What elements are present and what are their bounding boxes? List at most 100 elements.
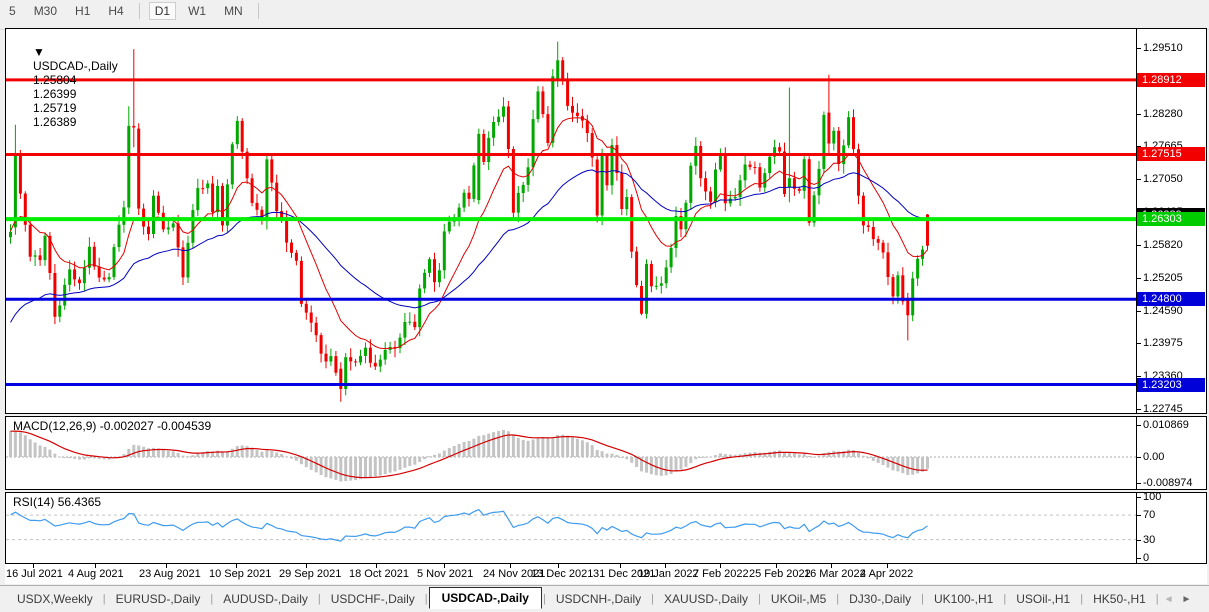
rsi-axis-line	[1136, 493, 1137, 563]
tab-separator: |	[758, 593, 761, 605]
price-tick-mark	[1137, 146, 1141, 147]
date-label: 7 Feb 2022	[693, 568, 749, 580]
rsi-pane[interactable]: RSI(14) 56.4365 100 70 30 0	[5, 491, 1207, 564]
chart-tab-hk50-h1[interactable]: HK50-,H1	[1093, 592, 1146, 606]
tab-separator: |	[1080, 593, 1084, 605]
timeframe-toolbar: 5 M30 H1 H4 D1 W1 MN	[0, 0, 1209, 30]
date-tick-mark	[33, 564, 34, 568]
date-tick-mark	[236, 564, 237, 568]
tab-separator: |	[424, 593, 428, 605]
timeframe-button-h4[interactable]: H4	[108, 4, 124, 18]
timeframe-button-5[interactable]: 5	[9, 4, 16, 18]
macd-tick-label: -0.008974	[1143, 477, 1193, 489]
date-label: 29 Sep 2021	[279, 568, 342, 580]
rsi-tick-mark	[1137, 515, 1141, 516]
timeframe-button-m30[interactable]: M30	[33, 4, 58, 18]
rsi-tick-label: 30	[1143, 534, 1156, 546]
chart-tab-xauusd-daily[interactable]: XAUUSD-,Daily	[664, 592, 749, 606]
price-badge-1.23203: 1.23203	[1137, 378, 1205, 392]
rsi-tick-mark	[1137, 497, 1141, 498]
date-label: 16 Mar 2022	[804, 568, 866, 580]
price-tick-label: 1.24590	[1143, 305, 1183, 317]
tab-separator: |	[317, 593, 321, 605]
date-tick-mark	[558, 564, 559, 568]
chart-title: ▼ USDCAD-,Daily 1.25804 1.26399 1.25719 …	[13, 31, 118, 143]
candlestick-chart[interactable]	[6, 29, 1136, 413]
ohlc-high: 1.26399	[33, 87, 77, 101]
date-tick-mark	[306, 564, 307, 568]
date-tick-mark	[166, 564, 167, 568]
macd-pane[interactable]: MACD(12,26,9) -0.002027 -0.004539 0.0108…	[5, 416, 1207, 490]
chart-tab-uk100-h1[interactable]: UK100-,H1	[933, 592, 994, 606]
price-tick-mark	[1137, 48, 1141, 49]
toolbar-separator	[257, 3, 259, 19]
date-label: 18 Oct 2021	[349, 568, 409, 580]
macd-axis-line	[1136, 417, 1137, 489]
price-tick-mark	[1137, 114, 1141, 115]
chart-tab-audusd-daily[interactable]: AUDUSD-,Daily	[223, 592, 308, 606]
timeframe-button-h1[interactable]: H1	[75, 4, 91, 18]
price-badge-1.28912: 1.28912	[1137, 73, 1205, 87]
macd-histogram	[9, 429, 929, 482]
rsi-tick-mark	[1137, 540, 1141, 541]
tab-separator: |	[836, 593, 840, 605]
chart-tab-dj30-daily[interactable]: DJ30-,Daily	[849, 592, 912, 606]
rsi-tick-label: 70	[1143, 509, 1156, 521]
tab-separator: |	[1003, 593, 1007, 605]
date-tick-mark	[620, 564, 621, 568]
timeframe-button-w1[interactable]: W1	[188, 4, 207, 18]
rsi-tick-mark	[1137, 558, 1141, 559]
price-tick-label: 1.23975	[1143, 337, 1183, 349]
price-badge-1.27515: 1.27515	[1137, 147, 1205, 161]
date-tick-mark	[887, 564, 888, 568]
macd-label: MACD(12,26,9) -0.002027 -0.004539	[13, 419, 212, 433]
date-label: 16 Jul 2021	[6, 568, 63, 580]
tab-separator: |	[102, 593, 106, 605]
timeframe-button-d1[interactable]: D1	[148, 2, 177, 20]
tab-separator: |	[921, 593, 924, 605]
price-tick-mark	[1137, 245, 1141, 246]
chart-tab-eurusd-daily[interactable]: EURUSD-,Daily	[115, 592, 201, 606]
date-tick-mark	[376, 564, 377, 568]
price-tick-label: 1.29510	[1143, 42, 1183, 54]
date-tick-mark	[665, 564, 666, 568]
symbol-title: USDCAD-,Daily	[33, 59, 118, 73]
price-badge-1.26303: 1.26303	[1137, 212, 1205, 226]
tab-separator: |	[542, 593, 546, 605]
price-tick-label: 1.22745	[1143, 403, 1183, 415]
macd-value-main: -0.002027	[99, 419, 154, 433]
price-tick-mark	[1137, 278, 1141, 279]
date-label: 4 Apr 2022	[860, 568, 914, 580]
date-label: 4 Aug 2021	[68, 568, 124, 580]
ohlc-open: 1.25804	[33, 73, 77, 87]
price-tick-label: 1.28280	[1143, 108, 1183, 120]
macd-tick-mark	[1137, 483, 1141, 484]
chart-tab-ukoil-m5[interactable]: UKOil-,M5	[770, 592, 827, 606]
timeframe-button-mn[interactable]: MN	[224, 4, 243, 18]
chart-tab-usdcad-daily[interactable]: USDCAD-,Daily	[428, 587, 542, 609]
date-label: 24 Nov 2021	[483, 568, 546, 580]
chart-tab-usdx-weekly[interactable]: USDX,Weekly	[17, 592, 93, 606]
macd-signal-line	[10, 430, 928, 479]
tab-scroll-left-icon[interactable]: ◄	[1163, 593, 1174, 605]
chart-tab-usoil-h1[interactable]: USOil-,H1	[1016, 592, 1071, 606]
price-tick-label: 1.27050	[1143, 173, 1183, 185]
macd-value-signal: -0.004539	[157, 419, 212, 433]
price-tick-label: 1.25205	[1143, 272, 1183, 284]
tab-separator: |	[651, 593, 655, 605]
rsi-line	[10, 508, 928, 542]
date-axis: 16 Jul 2021 4 Aug 2021 23 Aug 2021 10 Sep 2…	[5, 564, 1207, 584]
date-tick-mark	[776, 564, 777, 568]
rsi-tick-label: 0	[1143, 552, 1150, 564]
rsi-chart[interactable]	[6, 493, 1136, 563]
chart-tab-usdchf-daily[interactable]: USDCHF-,Daily	[330, 592, 415, 606]
chart-tab-usdcnh-daily[interactable]: USDCNH-,Daily	[555, 592, 642, 606]
price-tick-mark	[1137, 179, 1141, 180]
tab-scroll-right-icon[interactable]: ►	[1181, 593, 1192, 605]
macd-chart[interactable]	[6, 417, 1136, 489]
price-tick-mark	[1137, 311, 1141, 312]
symbol-dropdown-icon[interactable]: ▼	[33, 45, 45, 59]
tab-separator: |	[210, 593, 214, 605]
price-chart-pane[interactable]: ▼ USDCAD-,Daily 1.25804 1.26399 1.25719 …	[5, 28, 1207, 415]
tab-separator: |	[1155, 593, 1159, 605]
